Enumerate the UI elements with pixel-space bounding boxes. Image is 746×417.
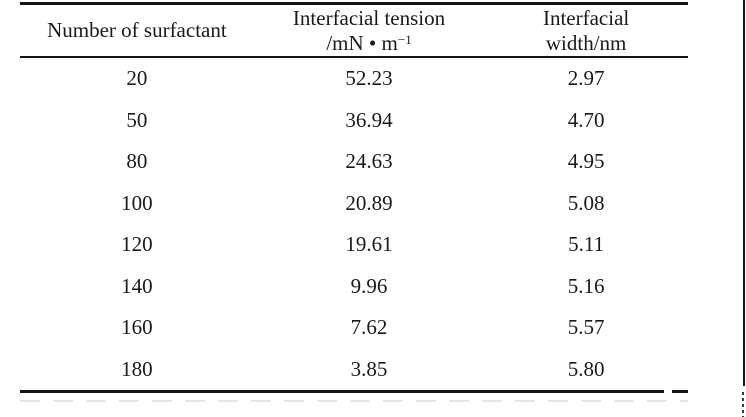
table-header-row: Number of surfactant Interfacial tension… bbox=[20, 5, 688, 56]
cell-interfacial-tension: 3.85 bbox=[350, 356, 388, 381]
scan-artifact-dashes bbox=[20, 400, 688, 402]
header-interfacial-tension: Interfacial tension /mN • m−1 bbox=[254, 6, 484, 56]
cell-surfactant-count: 20 bbox=[126, 66, 148, 91]
cell-interfacial-tension: 7.62 bbox=[350, 315, 388, 340]
cell-interfacial-tension: 36.94 bbox=[345, 107, 393, 132]
cell-interfacial-tension: 19.61 bbox=[345, 232, 393, 257]
cell-interfacial-width: 5.80 bbox=[567, 356, 605, 381]
table-row: 160 7.62 5.57 bbox=[20, 307, 688, 349]
table-body: 20 52.23 2.97 50 36.94 4.70 80 24.63 4.9… bbox=[20, 58, 688, 390]
cell-interfacial-tension: 52.23 bbox=[345, 66, 393, 91]
cell-interfacial-width: 5.11 bbox=[568, 232, 605, 257]
cell-interfacial-width: 4.95 bbox=[567, 149, 605, 174]
table-row: 20 52.23 2.97 bbox=[20, 58, 688, 100]
table-row: 120 19.61 5.11 bbox=[20, 224, 688, 266]
cell-interfacial-width: 5.08 bbox=[567, 190, 605, 215]
cell-interfacial-tension: 9.96 bbox=[350, 273, 388, 298]
table-row: 140 9.96 5.16 bbox=[20, 266, 688, 308]
cell-surfactant-count: 50 bbox=[126, 107, 148, 132]
cell-interfacial-width: 2.97 bbox=[567, 66, 605, 91]
cell-surfactant-count: 80 bbox=[126, 149, 148, 174]
header-col2-unit-exponent: −1 bbox=[397, 31, 412, 47]
table-row: 50 36.94 4.70 bbox=[20, 100, 688, 142]
header-number-of-surfactant: Number of surfactant bbox=[20, 18, 254, 43]
table-bottom-rule bbox=[20, 390, 688, 393]
cell-surfactant-count: 180 bbox=[121, 356, 153, 381]
page-edge-dotted-line bbox=[742, 392, 744, 417]
cell-interfacial-tension: 20.89 bbox=[345, 190, 393, 215]
header-col2-unit-base: /mN • m bbox=[326, 30, 398, 55]
cell-interfacial-width: 4.70 bbox=[567, 107, 605, 132]
table-top-rule bbox=[20, 2, 688, 5]
cell-surfactant-count: 140 bbox=[121, 273, 153, 298]
header-col3-line1: Interfacial bbox=[542, 5, 630, 30]
cell-interfacial-width: 5.57 bbox=[567, 315, 605, 340]
page-edge-line bbox=[743, 0, 745, 386]
table-row: 100 20.89 5.08 bbox=[20, 183, 688, 225]
table-header-rule bbox=[20, 56, 688, 58]
table-row: 80 24.63 4.95 bbox=[20, 141, 688, 183]
header-interfacial-width: Interfacial width/nm bbox=[484, 6, 688, 56]
cell-surfactant-count: 120 bbox=[121, 232, 153, 257]
header-col3-line2: width/nm bbox=[545, 30, 627, 55]
data-table: Number of surfactant Interfacial tension… bbox=[20, 2, 688, 393]
cell-interfacial-width: 5.16 bbox=[567, 273, 605, 298]
cell-interfacial-tension: 24.63 bbox=[345, 149, 393, 174]
cell-surfactant-count: 100 bbox=[121, 190, 153, 215]
header-col1-label: Number of surfactant bbox=[47, 18, 227, 42]
header-col2-line1: Interfacial tension bbox=[292, 5, 446, 30]
header-col2-line2: /mN • m−1 bbox=[254, 31, 484, 56]
table-row: 180 3.85 5.80 bbox=[20, 349, 688, 391]
cell-surfactant-count: 160 bbox=[121, 315, 153, 340]
